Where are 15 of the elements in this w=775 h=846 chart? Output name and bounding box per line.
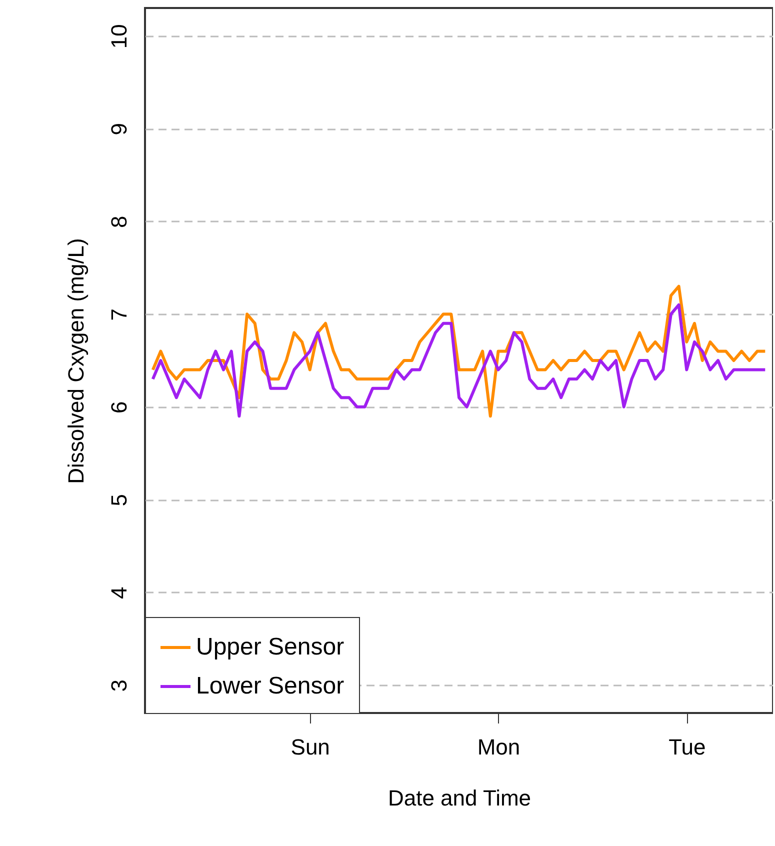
- y-tick-label: 4: [106, 586, 132, 600]
- y-tick-label: 6: [106, 401, 132, 414]
- y-tick-label: 10: [106, 24, 132, 49]
- x-tick-label: Tue: [668, 734, 706, 760]
- y-tick-label: 5: [106, 494, 132, 506]
- x-tick-label: Mon: [477, 734, 520, 760]
- y-axis-title: Dissolved Cxygen (mg/L): [64, 238, 88, 484]
- y-tick-label: 8: [106, 216, 132, 228]
- y-tick-label: 9: [106, 122, 132, 136]
- legend-label: Upper Sensor: [196, 634, 344, 660]
- y-tick-label: 3: [106, 680, 132, 692]
- x-axis-title: Date and Time: [388, 786, 532, 810]
- legend-label: Lower Sensor: [196, 672, 344, 700]
- x-tick-label: Sun: [290, 734, 330, 760]
- y-tick-label: 7: [106, 308, 132, 321]
